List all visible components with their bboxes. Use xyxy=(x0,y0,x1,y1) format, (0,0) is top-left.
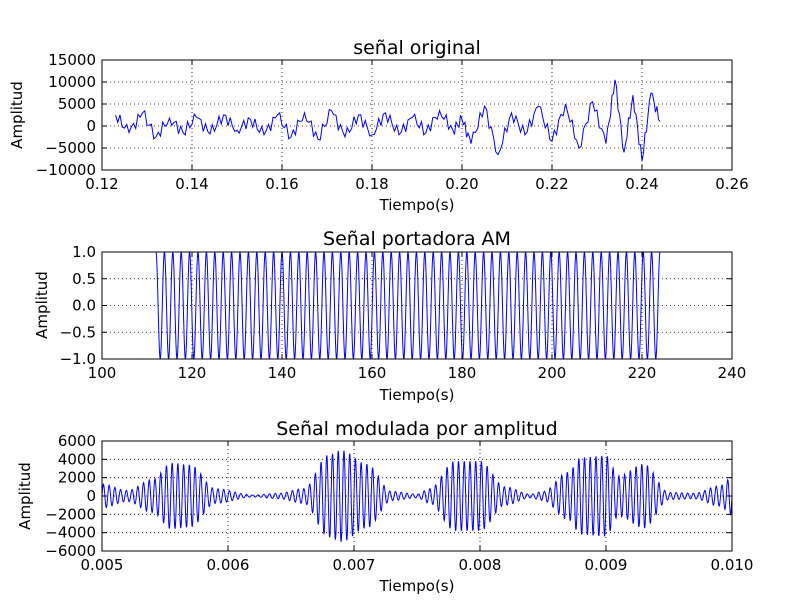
x-tick-label: 100 xyxy=(88,364,117,382)
y-tick-label: −2000 xyxy=(45,505,96,523)
x-tick-label: 220 xyxy=(628,364,657,382)
subplot-2-xlabel: Tiempo(s) xyxy=(379,386,455,404)
x-tick-label: 0.007 xyxy=(333,556,376,574)
y-tick-label: −1.0 xyxy=(60,350,96,368)
subplot-2-yticks: −1.0 −0.5 0.0 0.5 1.0 xyxy=(60,243,732,368)
x-tick-label: 0.008 xyxy=(459,556,502,574)
x-tick-label: 0.009 xyxy=(585,556,628,574)
subplot-1-grid xyxy=(102,60,732,170)
y-tick-label: 5000 xyxy=(58,95,96,113)
subplot-1-xticks: 0.12 0.14 0.16 0.18 0.20 0.22 0.24 0.26 xyxy=(85,60,749,193)
y-tick-label: −10000 xyxy=(36,161,96,179)
x-tick-label: 0.005 xyxy=(81,556,124,574)
y-tick-label: 0 xyxy=(86,117,96,135)
x-tick-label: 0.14 xyxy=(175,175,208,193)
x-tick-label: 0.24 xyxy=(625,175,658,193)
y-tick-label: −0.5 xyxy=(60,323,96,341)
y-tick-label: 4000 xyxy=(58,450,96,468)
y-tick-label: 0 xyxy=(86,487,96,505)
y-tick-label: 10000 xyxy=(48,73,96,91)
x-tick-label: 0.006 xyxy=(207,556,250,574)
x-tick-label: 140 xyxy=(268,364,297,382)
x-tick-label: 200 xyxy=(538,364,567,382)
y-tick-label: −5000 xyxy=(45,139,96,157)
subplot-3-title: Señal modulada por amplitud xyxy=(276,418,558,440)
subplot-2-xticks: 100 120 140 160 180 200 220 240 xyxy=(88,252,747,382)
x-tick-label: 240 xyxy=(718,364,747,382)
x-tick-label: 0.20 xyxy=(445,175,478,193)
y-tick-label: −4000 xyxy=(45,524,96,542)
x-tick-label: 160 xyxy=(358,364,387,382)
x-tick-label: 0.26 xyxy=(715,175,748,193)
y-tick-label: 6000 xyxy=(58,432,96,450)
subplot-3-xticks: 0.005 0.006 0.007 0.008 0.009 0.010 xyxy=(81,441,754,574)
series-line xyxy=(115,79,661,162)
subplot-1-axes-frame xyxy=(101,59,733,171)
subplot-1-ylabel: Amplitud xyxy=(8,81,26,149)
x-tick-label: 180 xyxy=(448,364,477,382)
subplot-1-yticks: −10000 −5000 0 5000 10000 15000 xyxy=(36,51,732,179)
subplot-1-series xyxy=(115,79,661,162)
x-tick-label: 0.18 xyxy=(355,175,388,193)
subplot-2-title: Señal portadora AM xyxy=(323,228,511,250)
subplot-2-ylabel: Amplitud xyxy=(33,271,51,339)
x-tick-label: 0.010 xyxy=(711,556,754,574)
x-tick-label: 0.16 xyxy=(265,175,298,193)
subplot-2-grid xyxy=(102,252,732,359)
subplot-3-series xyxy=(102,450,732,542)
subplot-modulated: Señal modulada por amplitud 0.005 0.006 0.… xyxy=(16,418,753,595)
y-tick-label: 0.0 xyxy=(72,297,96,315)
subplot-1-title: señal original xyxy=(353,37,481,59)
y-tick-label: −6000 xyxy=(45,542,96,560)
x-tick-label: 120 xyxy=(178,364,207,382)
subplot-1-xlabel: Tiempo(s) xyxy=(379,196,455,214)
series-line xyxy=(102,450,732,542)
x-tick-label: 0.12 xyxy=(85,175,118,193)
y-tick-label: 0.5 xyxy=(72,270,96,288)
subplot-original: señal original 0.12 0.14 0.16 0.18 0.20 0.22 0… xyxy=(8,37,749,214)
subplot-3-xlabel: Tiempo(s) xyxy=(379,577,455,595)
y-tick-label: 2000 xyxy=(58,469,96,487)
x-tick-label: 0.22 xyxy=(535,175,568,193)
y-tick-label: 15000 xyxy=(48,51,96,69)
subplot-carrier: Señal portadora AM 100 120 140 160 180 200 220… xyxy=(33,228,746,404)
subplot-3-ylabel: Amplitud xyxy=(16,462,34,530)
y-tick-label: 1.0 xyxy=(72,243,96,261)
